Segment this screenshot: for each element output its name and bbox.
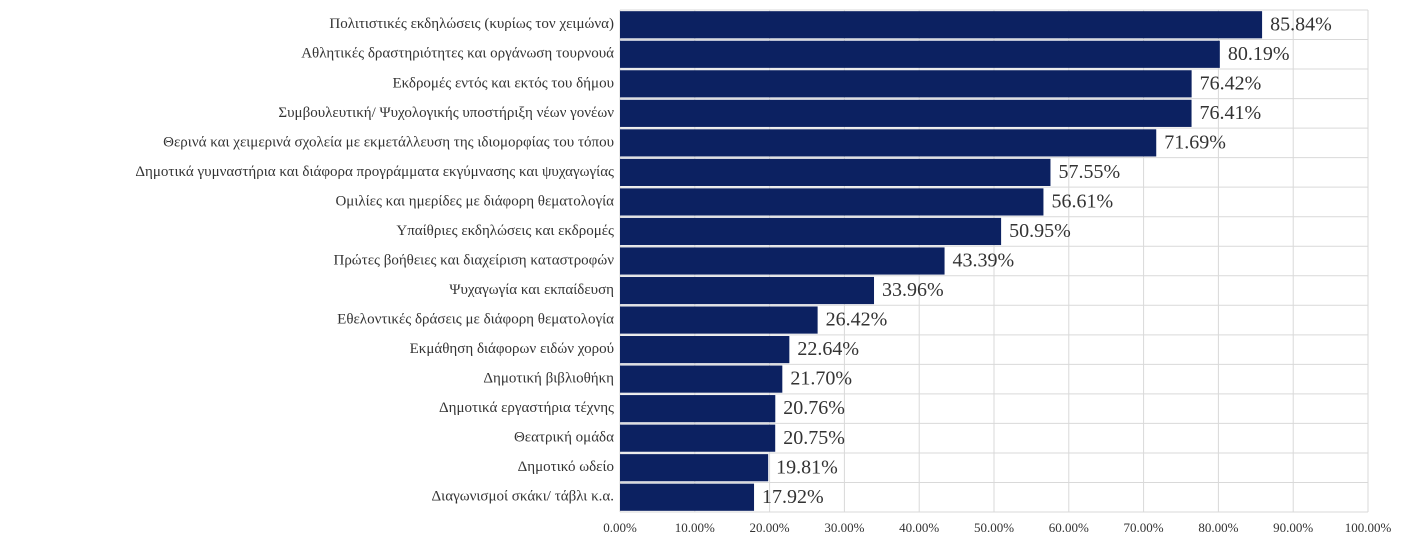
x-tick-label: 50.00%	[974, 520, 1014, 535]
y-tick-label: Θερινά και χειμερινά σχολεία με εκμετάλλ…	[163, 134, 614, 150]
bar	[620, 247, 945, 275]
x-tick-label: 90.00%	[1273, 520, 1313, 535]
x-tick-label: 0.00%	[603, 520, 637, 535]
x-tick-label: 40.00%	[899, 520, 939, 535]
value-label: 80.19%	[1228, 43, 1290, 65]
value-label: 85.84%	[1270, 13, 1332, 35]
x-tick-label: 100.00%	[1345, 520, 1392, 535]
bar	[620, 188, 1044, 216]
y-tick-label: Θεατρική ομάδα	[514, 430, 614, 446]
bar	[620, 276, 875, 305]
value-label: 71.69%	[1164, 131, 1226, 153]
y-tick-label: Διαγωνισμοί σκάκι/ τάβλι κ.α.	[432, 489, 614, 505]
value-label: 57.55%	[1058, 161, 1120, 183]
y-tick-label: Εκμάθηση διάφορων ειδών χορού	[410, 341, 614, 357]
value-label: 21.70%	[790, 368, 852, 390]
value-label: 43.39%	[953, 250, 1015, 272]
y-tick-label: Ομιλίες και ημερίδες με διάφορη θεματολο…	[335, 193, 614, 209]
bar	[620, 99, 1192, 127]
y-tick-label: Συμβουλευτική/ Ψυχολογικής υποστήριξη νέ…	[278, 105, 614, 121]
value-label: 20.75%	[783, 427, 845, 449]
y-tick-label: Υπαίθριες εκδηλώσεις και εκδρομές	[396, 223, 614, 239]
bar	[620, 158, 1051, 186]
value-label: 19.81%	[776, 456, 838, 478]
y-tick-label: Δημοτικό ωδείο	[518, 459, 614, 475]
x-tick-label: 80.00%	[1198, 520, 1238, 535]
y-tick-label: Εθελοντικές δράσεις με διάφορη θεματολογ…	[337, 311, 614, 327]
value-label: 76.42%	[1200, 72, 1262, 94]
value-label: 20.76%	[783, 397, 845, 419]
value-label: 50.95%	[1009, 220, 1071, 242]
x-tick-label: 20.00%	[750, 520, 790, 535]
y-tick-label: Δημοτική βιβλιοθήκη	[483, 371, 614, 387]
x-tick-label: 70.00%	[1124, 520, 1164, 535]
y-tick-label: Εκδρομές εντός και εκτός του δήμου	[392, 75, 614, 91]
y-tick-label: Δημοτικά γυμναστήρια και διάφορα προγράμ…	[135, 164, 614, 180]
bar	[620, 424, 776, 452]
bar	[620, 395, 776, 423]
bar	[620, 11, 1263, 39]
value-label: 26.42%	[826, 309, 888, 331]
bar	[620, 454, 769, 482]
bar	[620, 129, 1157, 157]
value-label: 76.41%	[1200, 102, 1262, 124]
value-label: 22.64%	[797, 338, 859, 360]
x-tick-label: 30.00%	[824, 520, 864, 535]
value-label: 33.96%	[882, 279, 944, 301]
y-tick-label: Πολιτιστικές εκδηλώσεις (κυρίως τον χειμ…	[329, 16, 614, 32]
bar	[620, 306, 818, 334]
y-tick-label: Αθλητικές δραστηριότητες και οργάνωση το…	[301, 46, 614, 62]
value-label: 17.92%	[762, 486, 824, 508]
x-tick-label: 10.00%	[675, 520, 715, 535]
bar	[620, 217, 1002, 246]
bar	[620, 70, 1192, 98]
y-tick-label: Πρώτες βοήθειες και διαχείριση καταστροφ…	[333, 252, 614, 268]
value-label: 56.61%	[1051, 191, 1113, 213]
bar	[620, 483, 755, 511]
bar	[620, 40, 1220, 68]
y-tick-label: Δημοτικά εργαστήρια τέχνης	[439, 400, 614, 416]
bar	[620, 365, 783, 393]
bar	[620, 336, 790, 364]
x-tick-label: 60.00%	[1049, 520, 1089, 535]
y-tick-label: Ψυχαγωγία και εκπαίδευση	[449, 282, 614, 298]
